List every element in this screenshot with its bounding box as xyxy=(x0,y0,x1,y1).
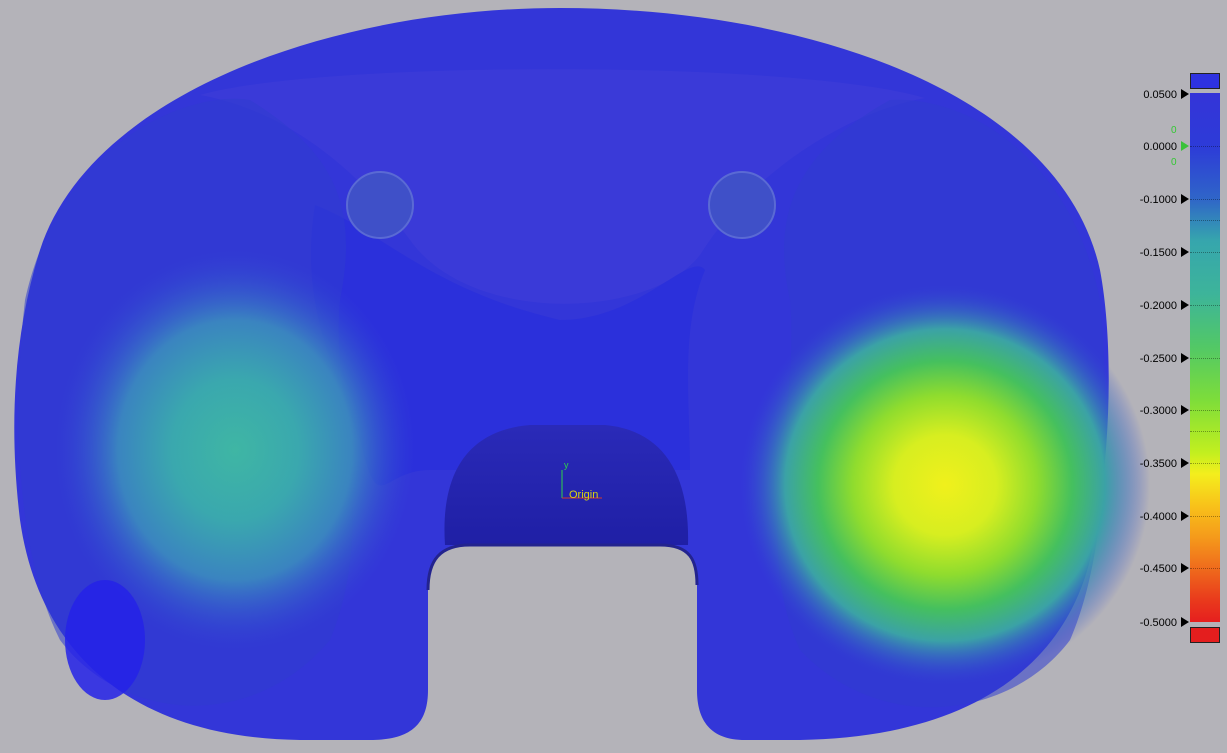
tick-line xyxy=(1190,252,1220,253)
scale-label: -0.5000 xyxy=(1139,617,1177,629)
scale-marker-arrow[interactable] xyxy=(1181,194,1189,204)
scale-label: -0.3500 xyxy=(1139,458,1177,470)
scale-marker-arrow[interactable] xyxy=(1181,458,1189,468)
right-contact-zone xyxy=(740,285,1150,685)
axis-y-label: y xyxy=(564,460,569,470)
scale-label: -0.3000 xyxy=(1139,405,1177,417)
scale-marker-arrow[interactable] xyxy=(1181,511,1189,521)
above-max-swatch[interactable] xyxy=(1190,73,1220,89)
scale-label: -0.1500 xyxy=(1139,247,1177,259)
color-gradient-bar[interactable] xyxy=(1190,93,1220,622)
scale-label: -0.2500 xyxy=(1139,353,1177,365)
tick-line xyxy=(1190,431,1220,432)
scale-marker-arrow[interactable] xyxy=(1181,563,1189,573)
below-min-swatch[interactable] xyxy=(1190,627,1220,643)
tick-line xyxy=(1190,358,1220,359)
tick-line xyxy=(1190,410,1220,411)
scale-label: -0.1000 xyxy=(1139,194,1177,206)
tick-line xyxy=(1190,199,1220,200)
scale-label: -0.4000 xyxy=(1139,511,1177,523)
scale-marker-arrow[interactable] xyxy=(1181,247,1189,257)
scale-marker-arrow[interactable] xyxy=(1181,617,1189,627)
scale-marker-arrow[interactable] xyxy=(1181,353,1189,363)
scale-marker-arrow[interactable] xyxy=(1181,89,1189,99)
left-contact-zone xyxy=(55,250,415,650)
scale-label: -0.4500 xyxy=(1139,563,1177,575)
intercondylar-notch xyxy=(444,425,689,545)
zero-upper-label: 0 xyxy=(1171,125,1177,136)
scale-marker-arrow[interactable] xyxy=(1181,405,1189,415)
zero-lower-label: 0 xyxy=(1171,157,1177,168)
zero-marker-arrow[interactable] xyxy=(1181,141,1189,151)
tick-line xyxy=(1190,220,1220,221)
tick-line xyxy=(1190,516,1220,517)
tick-line xyxy=(1190,463,1220,464)
tick-line xyxy=(1190,568,1220,569)
tick-line xyxy=(1190,146,1220,147)
origin-label: Origin xyxy=(569,489,599,501)
scale-marker-arrow[interactable] xyxy=(1181,300,1189,310)
scale-label: 0.0500 xyxy=(1143,89,1177,101)
tick-line xyxy=(1190,305,1220,306)
scale-label: 0.0000 xyxy=(1143,141,1177,153)
scale-label: -0.2000 xyxy=(1139,300,1177,312)
